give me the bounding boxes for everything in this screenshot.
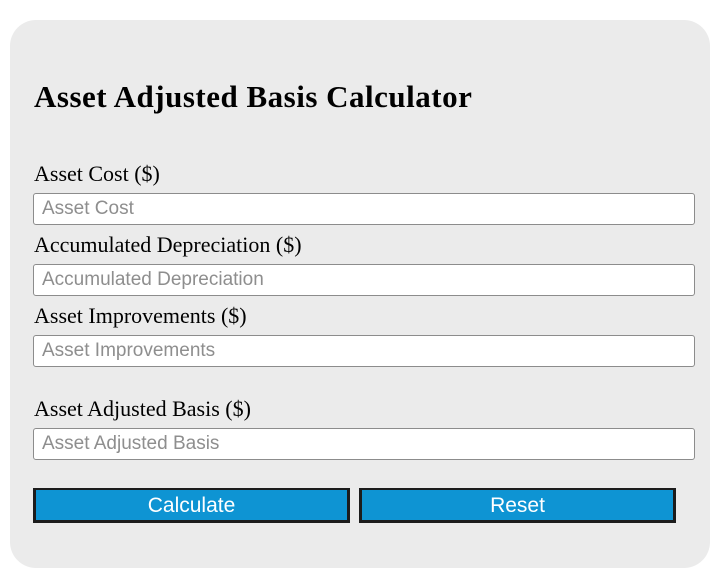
- calculator-card: Asset Adjusted Basis Calculator Asset Co…: [10, 20, 710, 568]
- input-asset-adjusted-basis[interactable]: [33, 428, 695, 460]
- button-row: Calculate Reset: [33, 488, 676, 523]
- calculator-content: Asset Adjusted Basis Calculator Asset Co…: [33, 80, 695, 523]
- reset-button[interactable]: Reset: [359, 488, 676, 523]
- input-asset-improvements[interactable]: [33, 335, 695, 367]
- label-accumulated-depreciation: Accumulated Depreciation ($): [34, 232, 302, 257]
- label-asset-adjusted-basis: Asset Adjusted Basis ($): [34, 396, 251, 421]
- input-asset-cost[interactable]: [33, 193, 695, 225]
- input-accumulated-depreciation[interactable]: [33, 264, 695, 296]
- calculate-button[interactable]: Calculate: [33, 488, 350, 523]
- page-title: Asset Adjusted Basis Calculator: [34, 79, 473, 114]
- label-asset-cost: Asset Cost ($): [34, 161, 160, 186]
- label-asset-improvements: Asset Improvements ($): [34, 303, 247, 328]
